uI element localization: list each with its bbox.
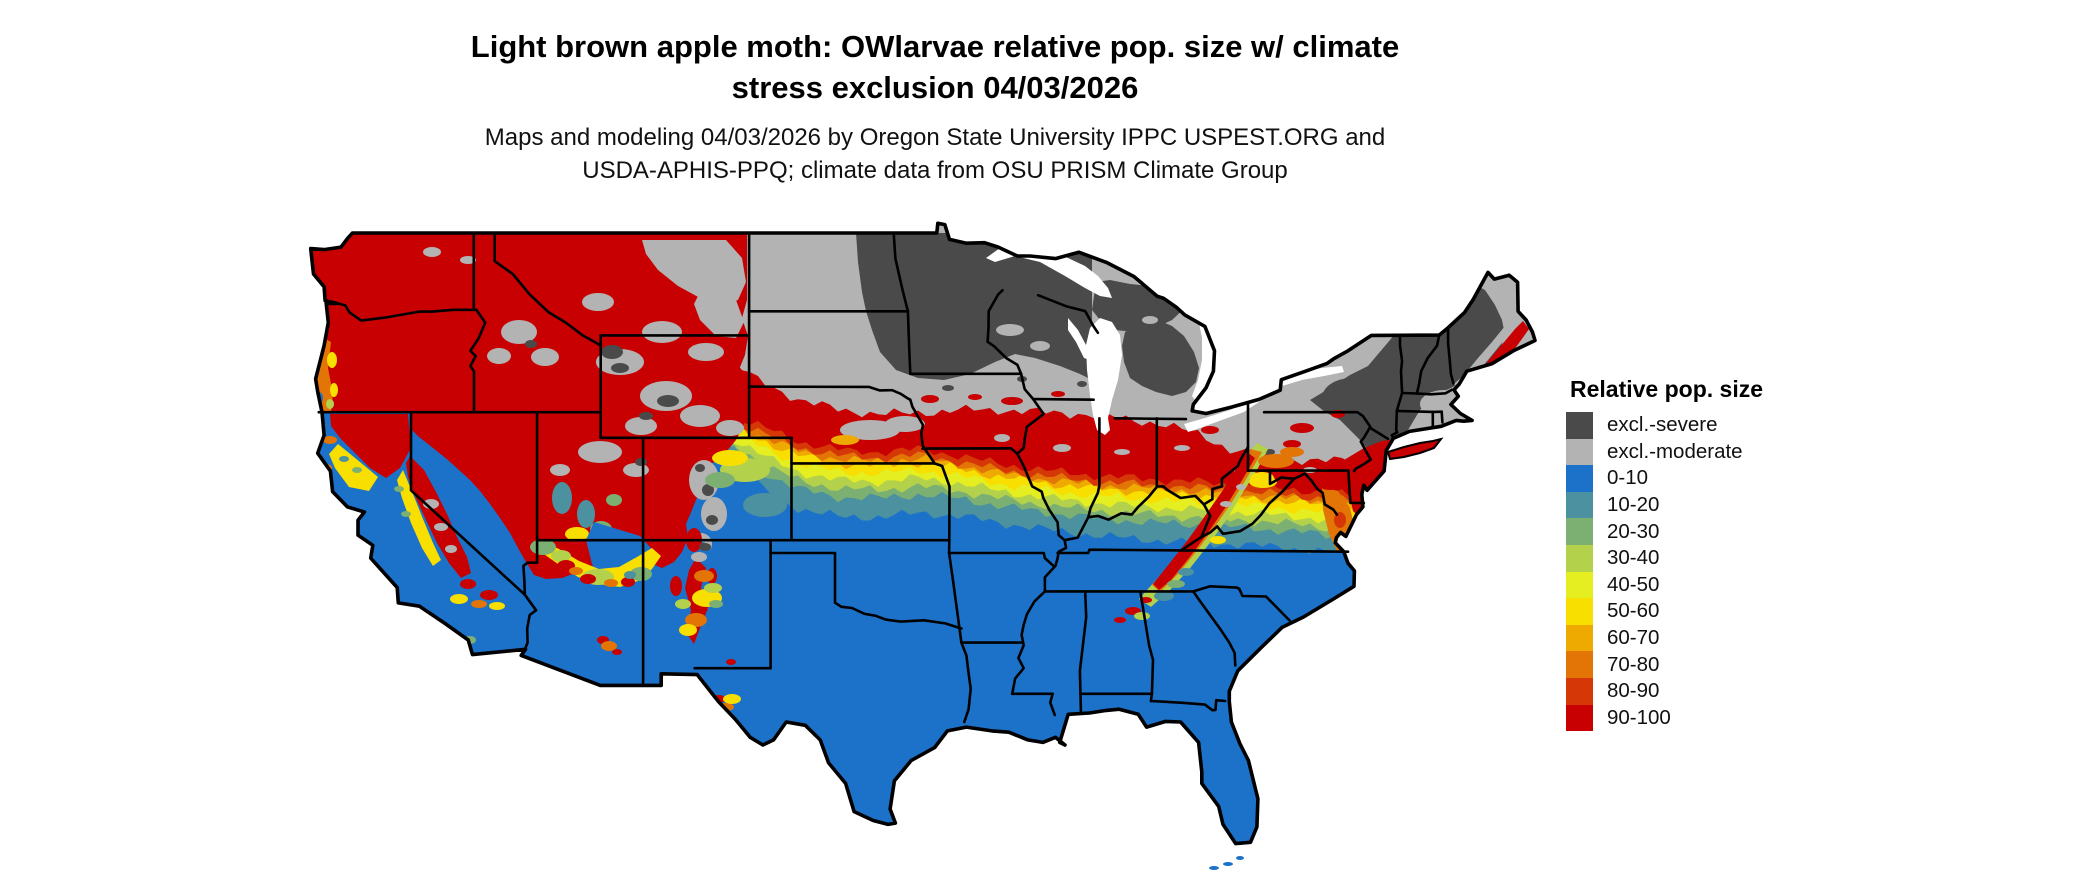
legend-swatch-b80: [1566, 677, 1593, 705]
map-legend: Relative pop. size excl.-severe excl.-mod…: [1566, 376, 1886, 732]
legend-item-label: 90-100: [1607, 705, 1671, 729]
legend-swatch-b30: [1566, 544, 1593, 572]
legend-item-label: 0-10: [1607, 466, 1649, 490]
legend-item: excl.-moderate: [1566, 438, 1886, 466]
legend-swatch-b0: [1566, 465, 1593, 492]
legend-item-label: 60-70: [1607, 626, 1660, 650]
subtitle-line-1: Maps and modeling 04/03/2026 by Oregon S…: [484, 124, 1386, 151]
legend-swatch-b10: [1566, 491, 1593, 519]
legend-item: 70-80: [1566, 651, 1886, 678]
state-borders: [317, 231, 1455, 724]
legend-item: 90-100: [1566, 704, 1886, 732]
legend-swatch-exclSevere: [1566, 412, 1593, 439]
legend-rows: excl.-severe excl.-moderate 0-10 10-20 20-30…: [1566, 412, 1886, 732]
legend-item-label: 20-30: [1607, 519, 1660, 543]
florida-keys: [1209, 866, 1219, 870]
us-outline: [308, 221, 1537, 846]
legend-item: 30-40: [1566, 544, 1886, 572]
legend-item: 50-60: [1566, 598, 1886, 625]
figure-subtitle: Maps and modeling 04/03/2026 by Oregon S…: [0, 121, 1870, 187]
florida-keys: [1236, 856, 1244, 860]
legend-item-label: 30-40: [1607, 546, 1660, 570]
legend-swatch-b90: [1566, 704, 1593, 732]
legend-swatch-b40: [1566, 571, 1593, 599]
legend-swatch-b20: [1566, 518, 1593, 545]
legend-swatch-exclModerate: [1566, 438, 1593, 466]
legend-item: 80-90: [1566, 677, 1886, 705]
title-line-2: stress exclusion 04/03/2026: [731, 70, 1139, 105]
legend-swatch-b60: [1566, 624, 1593, 652]
legend-item-label: 40-50: [1607, 572, 1660, 596]
figure-title: Light brown apple moth: OWlarvae relativ…: [0, 26, 1870, 108]
florida-keys: [1223, 862, 1233, 866]
legend-item: 0-10: [1566, 465, 1886, 492]
legend-item-label: excl.-severe: [1607, 413, 1718, 437]
legend-item-label: 80-90: [1607, 679, 1660, 703]
legend-item-label: 70-80: [1607, 652, 1660, 676]
subtitle-line-2: USDA-APHIS-PPQ; climate data from OSU PR…: [582, 157, 1288, 184]
legend-item: 60-70: [1566, 624, 1886, 652]
legend-item: 20-30: [1566, 518, 1886, 545]
legend-item-label: excl.-moderate: [1607, 439, 1743, 463]
legend-item-label: 10-20: [1607, 493, 1660, 517]
legend-swatch-b50: [1566, 598, 1593, 625]
legend-item-label: 50-60: [1607, 599, 1660, 623]
legend-item: 40-50: [1566, 571, 1886, 599]
legend-item: excl.-severe: [1566, 412, 1886, 439]
legend-title: Relative pop. size: [1570, 376, 1764, 402]
title-line-1: Light brown apple moth: OWlarvae relativ…: [470, 29, 1400, 64]
long-island: [1386, 437, 1444, 461]
figure-header: Light brown apple moth: OWlarvae relativ…: [0, 0, 1870, 187]
map-land-fills: [310, 223, 1536, 844]
legend-item: 10-20: [1566, 491, 1886, 519]
legend-swatch-b70: [1566, 651, 1593, 678]
